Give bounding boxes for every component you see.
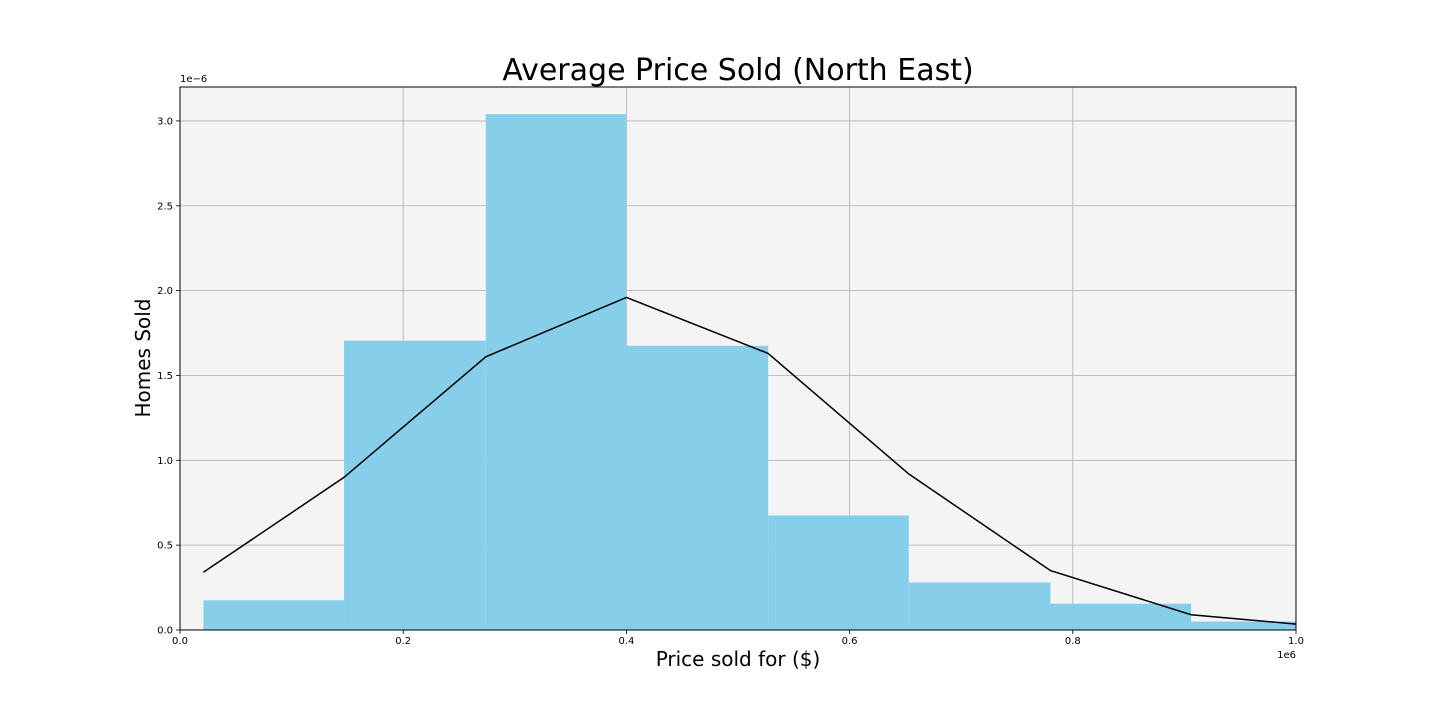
histogram-bar — [203, 600, 345, 630]
histogram-bar — [1191, 621, 1296, 630]
plot-frame — [179, 86, 1297, 631]
y-tick-label: 0.0 — [157, 626, 173, 637]
chart-title: Average Price Sold (North East) — [502, 53, 973, 88]
y-tick-label: 1.0 — [157, 456, 173, 467]
y-tick-label: 0.5 — [157, 541, 173, 552]
axis-ticks — [176, 120, 1297, 634]
x-tick-label: 0.8 — [1065, 636, 1081, 647]
histogram-bar — [626, 345, 769, 630]
density-line — [202, 296, 1296, 625]
y-tick-label: 3.0 — [157, 116, 173, 127]
x-axis-label: Price sold for ($) — [656, 647, 821, 671]
x-tick-label: 0.4 — [618, 636, 634, 647]
x-tick-label: 0.6 — [842, 636, 858, 647]
x-tick-label: 1.0 — [1288, 636, 1304, 647]
y-tick-label: 2.0 — [157, 286, 173, 297]
y-axis-label: Homes Sold — [131, 298, 155, 417]
x-tick-label: 0.2 — [395, 636, 411, 647]
y-axis-offset-label: 1e−6 — [180, 74, 207, 85]
histogram-bars — [203, 114, 1296, 630]
x-axis-offset-label: 1e6 — [1277, 650, 1296, 661]
histogram-bar — [768, 515, 909, 630]
histogram-bar — [485, 114, 627, 630]
x-tick-label: 0.0 — [172, 636, 188, 647]
y-tick-label: 2.5 — [157, 201, 173, 212]
histogram-bar — [908, 582, 1051, 630]
y-tick-label: 1.5 — [157, 371, 173, 382]
histogram-bar — [344, 340, 486, 630]
